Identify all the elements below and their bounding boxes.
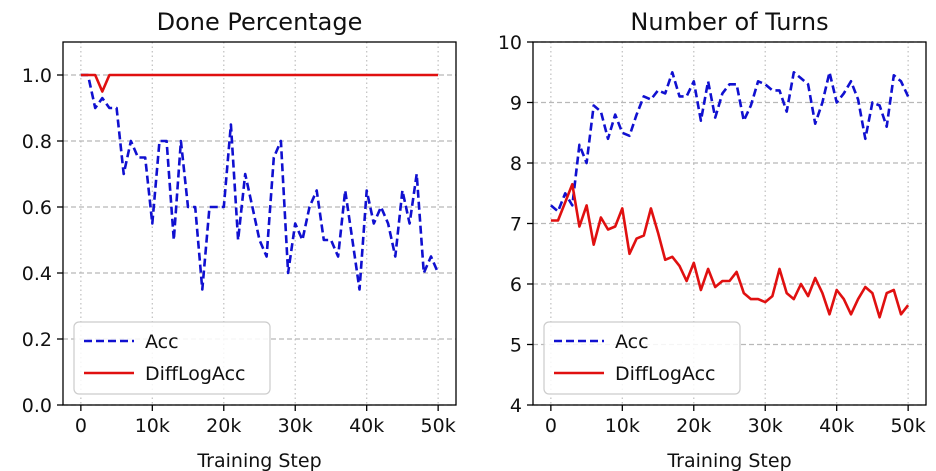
y-tick-label: 0.4 (22, 263, 52, 285)
x-tick-label: 30k (278, 415, 313, 437)
axes-frame (62, 41, 457, 406)
x-tick-label: 30k (748, 415, 783, 437)
x-tick-label: 50k (421, 415, 456, 437)
x-tick-label: 20k (206, 415, 241, 437)
series-line-difflogacc (80, 73, 439, 93)
legend-label: Acc (615, 331, 649, 353)
x-tick-label: 0 (545, 415, 557, 437)
number-of-turns-panel: 0 10k 20k 30k 40k 50k 4 5 6 7 8 9 10 Number of Turns T… (498, 8, 927, 471)
y-tick-label: 9 (510, 93, 522, 115)
x-tick-label: 40k (819, 415, 854, 437)
series-line-acc (550, 71, 910, 213)
series-line-acc (80, 73, 440, 291)
y-tick-label: 7 (510, 214, 522, 236)
y-tick-label: 0.2 (22, 329, 52, 351)
y-tick-label: 10 (498, 32, 522, 54)
x-axis-label: Training Step (196, 450, 321, 471)
series-line-difflogacc (550, 182, 910, 319)
x-tick-label: 10k (135, 415, 170, 437)
y-tick-label: 0.8 (22, 131, 52, 153)
y-tick-label: 6 (510, 274, 522, 296)
y-tick-label: 4 (510, 395, 522, 417)
chart-title: Number of Turns (630, 8, 828, 36)
legend-label: DiffLogAcc (145, 363, 246, 385)
x-tick-label: 40k (349, 415, 384, 437)
chart-title: Done Percentage (157, 8, 363, 36)
y-tick-label: 1.0 (22, 65, 52, 87)
y-tick-label: 0.0 (22, 395, 52, 417)
y-tick-label: 0.6 (22, 197, 52, 219)
y-tick-label: 8 (510, 153, 522, 175)
x-tick-label: 10k (605, 415, 640, 437)
y-tick-label: 5 (510, 335, 522, 357)
x-tick-label: 50k (891, 415, 926, 437)
legend-label: DiffLogAcc (615, 363, 716, 385)
x-tick-label: 0 (75, 415, 87, 437)
legend-label: Acc (145, 331, 179, 353)
x-tick-label: 20k (676, 415, 711, 437)
x-axis-label: Training Step (666, 450, 791, 471)
done-percentage-panel: 0 10k 20k 30k 40k 50k 0.0 0.2 0.4 0.6 0.8 1.0 Done P… (22, 8, 457, 471)
